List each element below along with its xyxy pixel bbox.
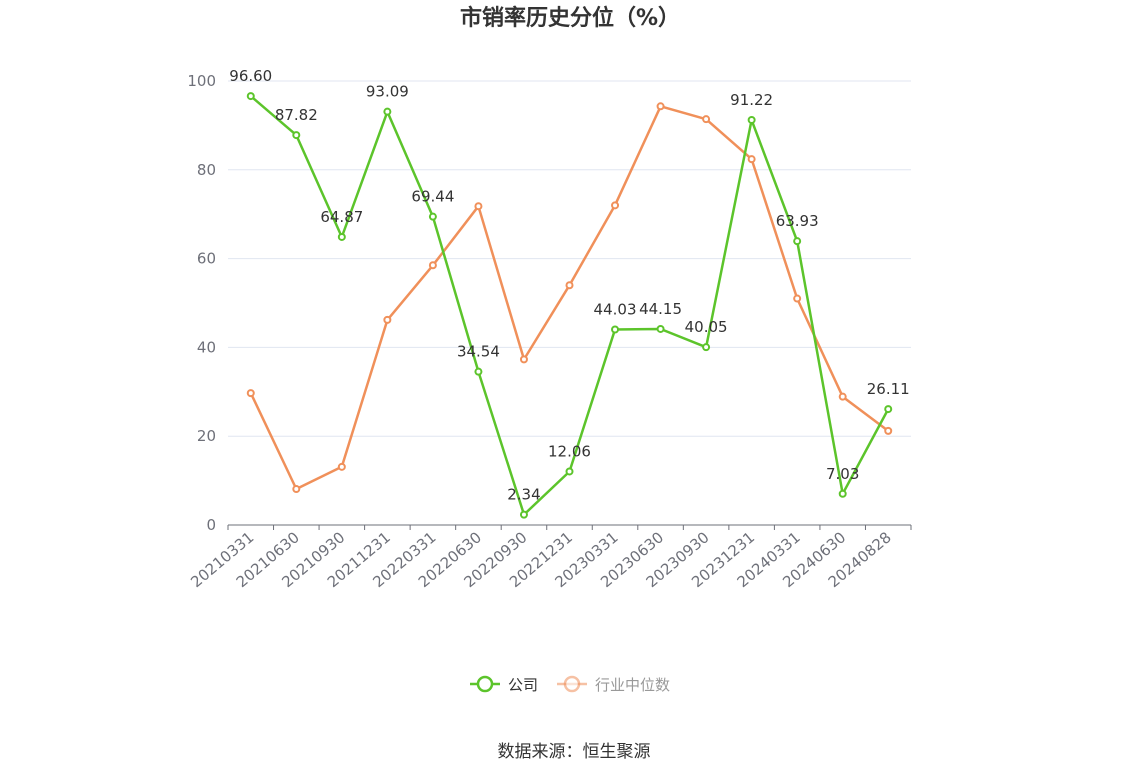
data-point xyxy=(337,232,346,241)
data-label: 7.03 xyxy=(826,465,859,483)
data-point xyxy=(884,426,893,435)
data-point xyxy=(292,131,301,140)
data-point xyxy=(656,324,665,333)
y-tick-label: 20 xyxy=(197,427,216,445)
y-tick-label: 100 xyxy=(187,72,216,90)
series-company xyxy=(246,92,893,519)
data-point xyxy=(292,485,301,494)
data-point xyxy=(793,294,802,303)
data-point xyxy=(383,107,392,116)
data-label: 44.15 xyxy=(639,300,682,318)
legend-marker xyxy=(563,675,581,693)
data-point xyxy=(474,202,483,211)
data-point xyxy=(702,115,711,124)
data-point xyxy=(884,405,893,414)
data-point xyxy=(702,343,711,352)
data-point xyxy=(246,92,255,101)
data-point xyxy=(611,201,620,210)
data-label: 63.93 xyxy=(776,212,819,230)
data-point xyxy=(519,510,528,519)
gridlines xyxy=(228,80,911,437)
data-label: 93.09 xyxy=(366,83,409,101)
legend[interactable]: 公司 行业中位数 xyxy=(470,675,670,694)
source-note: 数据来源：恒生聚源 xyxy=(498,742,651,762)
data-label: 40.05 xyxy=(685,318,728,336)
data-point xyxy=(747,155,756,164)
legend-item-company[interactable]: 公司 xyxy=(470,675,538,694)
data-label: 96.60 xyxy=(229,67,272,85)
data-label: 44.03 xyxy=(594,301,637,319)
y-tick-label: 80 xyxy=(197,161,216,179)
data-label: 2.34 xyxy=(507,486,540,504)
y-tick-label: 40 xyxy=(197,338,216,356)
data-point xyxy=(565,467,574,476)
data-point xyxy=(838,392,847,401)
data-point xyxy=(565,281,574,290)
series-industry-median xyxy=(246,102,893,494)
legend-item-industry-median[interactable]: 行业中位数 xyxy=(557,675,670,694)
data-point xyxy=(337,462,346,471)
data-point xyxy=(793,237,802,246)
data-label: 34.54 xyxy=(457,343,500,361)
y-axis-ticks: 0 20 40 60 80 100 xyxy=(187,72,216,534)
y-tick-label: 60 xyxy=(197,250,216,268)
data-point xyxy=(383,315,392,324)
x-axis: 2021033120210630202109302021123120220331… xyxy=(187,524,912,591)
data-label: 91.22 xyxy=(730,91,773,109)
data-label: 87.82 xyxy=(275,106,318,124)
data-point xyxy=(747,115,756,124)
data-point xyxy=(611,325,620,334)
data-label: 69.44 xyxy=(411,188,454,206)
legend-label: 公司 xyxy=(508,676,538,694)
data-label: 26.11 xyxy=(867,380,910,398)
data-point xyxy=(474,367,483,376)
y-tick-label: 0 xyxy=(206,516,216,534)
series-line xyxy=(249,105,889,491)
data-label: 64.87 xyxy=(320,208,363,226)
data-labels: 96.60 87.82 64.87 93.09 69.44 34.54 2.34 12.06 4… xyxy=(229,67,909,504)
data-point xyxy=(656,102,665,111)
data-point xyxy=(428,212,437,221)
legend-label: 行业中位数 xyxy=(595,676,670,694)
data-point xyxy=(519,355,528,364)
data-point xyxy=(246,389,255,398)
data-label: 12.06 xyxy=(548,442,591,460)
series-layer xyxy=(246,92,893,519)
data-point xyxy=(428,261,437,270)
legend-marker xyxy=(476,675,494,693)
chart-title: 市销率历史分位（%） xyxy=(460,5,680,31)
data-point xyxy=(838,489,847,498)
